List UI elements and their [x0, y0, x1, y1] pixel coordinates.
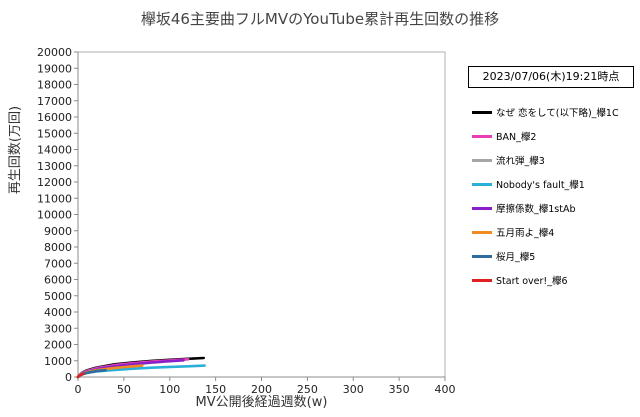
y-tick-label: 10000	[37, 209, 72, 222]
legend-item: 流れ弾_欅3	[472, 152, 545, 168]
legend-swatch	[472, 254, 492, 258]
legend-label: なぜ 恋をして(以下略)_欅1C	[496, 108, 619, 119]
y-tick-label: 3000	[44, 322, 72, 335]
legend-item: なぜ 恋をして(以下略)_欅1C	[472, 104, 619, 120]
x-tick-label: 50	[117, 383, 131, 396]
plot-frame	[77, 51, 446, 378]
series-line	[76, 372, 85, 379]
y-tick-label: 6000	[44, 274, 72, 287]
y-tick-label: 8000	[44, 241, 72, 254]
y-tick-label: 13000	[37, 160, 72, 173]
legend-label: 五月雨よ_欅4	[496, 228, 555, 239]
x-tick-label: 350	[389, 383, 410, 396]
y-tick-label: 2000	[44, 339, 72, 352]
timestamp-annotation: 2023/07/06(木)19:21時点	[468, 66, 634, 88]
y-tick-label: 4000	[44, 306, 72, 319]
legend-item: BAN_欅2	[472, 128, 536, 144]
legend-label: BAN_欅2	[496, 132, 537, 143]
y-tick-label: 0	[65, 371, 72, 384]
legend-item: Start over!_欅6	[472, 272, 568, 288]
legend-swatch	[472, 182, 492, 186]
x-tick-label: 0	[75, 383, 82, 396]
legend-swatch	[472, 230, 492, 234]
chart-title: 欅坂46主要曲フルMVのYouTube累計再生回数の推移	[140, 10, 500, 28]
legend-item: 五月雨よ_欅4	[472, 224, 554, 240]
x-tick-label: 100	[159, 383, 180, 396]
x-tick-label: 400	[435, 383, 456, 396]
legend-swatch	[472, 110, 492, 114]
x-tick-label: 300	[343, 383, 364, 396]
y-tick-label: 9000	[44, 225, 72, 238]
x-tick-label: 250	[297, 383, 318, 396]
legend-swatch	[472, 134, 492, 138]
y-tick-label: 17000	[37, 95, 72, 108]
y-tick-label: 15000	[37, 127, 72, 140]
y-tick-label: 20000	[37, 46, 72, 59]
y-tick-label: 18000	[37, 79, 72, 92]
y-tick-label: 19000	[37, 62, 72, 75]
legend-label: Nobody's fault_欅1	[496, 180, 585, 191]
legend-swatch	[472, 158, 492, 162]
legend-label: 摩擦係数_欅1stAb	[496, 204, 576, 215]
x-tick-label: 200	[251, 383, 272, 396]
legend-label: Start over!_欅6	[496, 276, 568, 287]
x-axis-label: MV公開後経過週数(w)	[195, 395, 328, 410]
y-tick-label: 12000	[37, 176, 72, 189]
legend-label: 桜月_欅5	[496, 252, 536, 263]
legend-swatch	[472, 206, 492, 210]
legend-swatch	[472, 278, 492, 282]
y-tick-label: 16000	[37, 111, 72, 124]
legend-item: Nobody's fault_欅1	[472, 176, 585, 192]
legend-item: 摩擦係数_欅1stAb	[472, 200, 576, 216]
legend-label: 流れ弾_欅3	[496, 156, 545, 167]
y-tick-label: 5000	[44, 290, 72, 303]
x-tick-label: 150	[205, 383, 226, 396]
y-tick-label: 1000	[44, 355, 72, 368]
legend-item: 桜月_欅5	[472, 248, 535, 264]
y-tick-label: 11000	[37, 192, 72, 205]
y-tick-label: 14000	[37, 144, 72, 157]
y-tick-label: 7000	[44, 257, 72, 270]
